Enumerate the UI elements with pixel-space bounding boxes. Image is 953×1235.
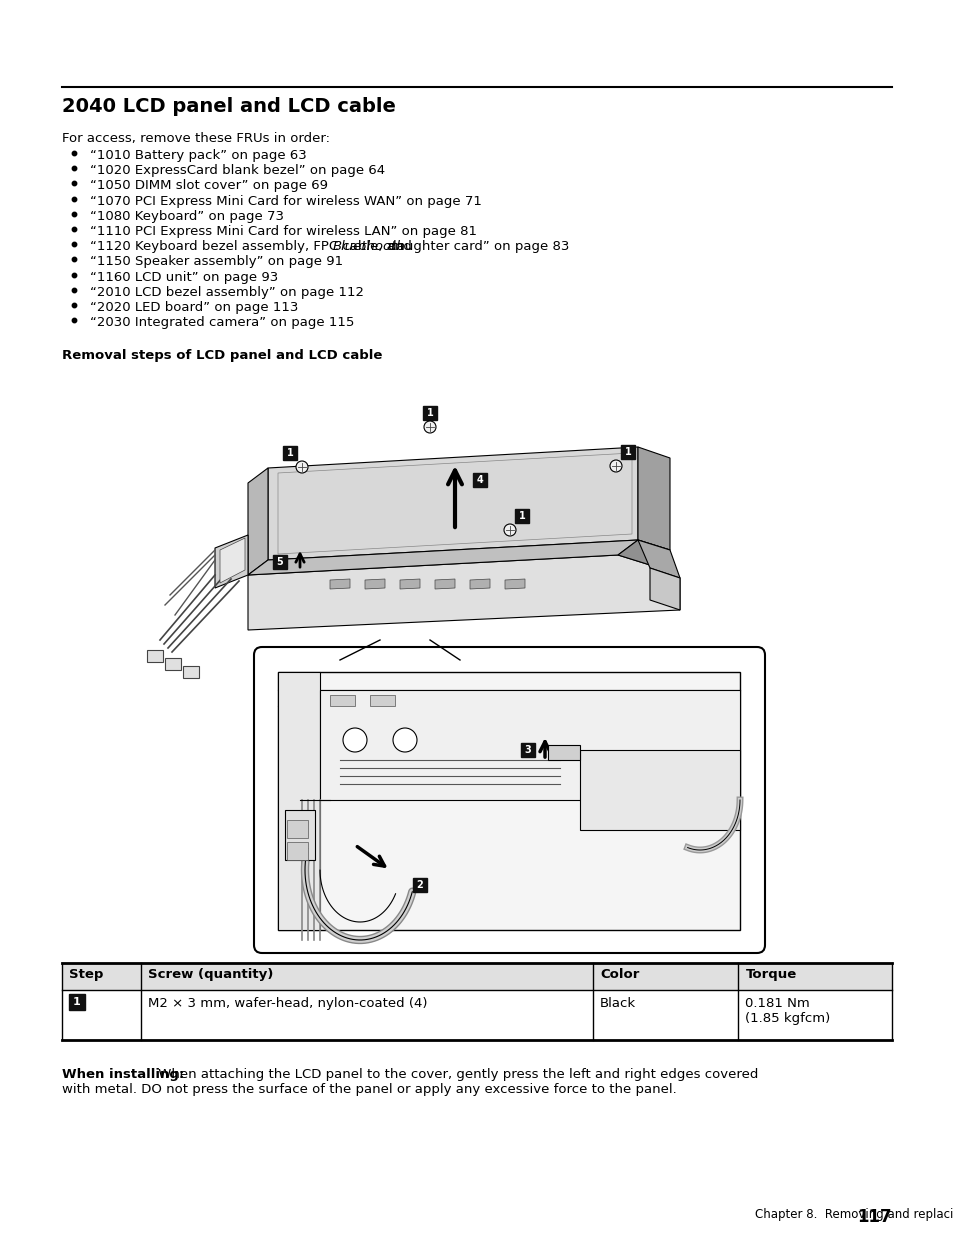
Text: 1: 1 [286,448,294,458]
Text: Torque: Torque [744,968,796,981]
Polygon shape [285,810,314,860]
Text: Black: Black [599,997,636,1010]
Polygon shape [370,695,395,706]
Polygon shape [470,579,490,589]
Text: 1: 1 [518,511,525,521]
Polygon shape [220,538,245,583]
Text: M2 × 3 mm, wafer-head, nylon-coated (4): M2 × 3 mm, wafer-head, nylon-coated (4) [148,997,427,1010]
Polygon shape [214,535,248,588]
Text: Screw (quantity): Screw (quantity) [148,968,273,981]
Text: Chapter 8.  Removing and replacing a FRU: Chapter 8. Removing and replacing a FRU [754,1208,953,1221]
Polygon shape [504,579,524,589]
Polygon shape [319,690,740,800]
Text: Bluethooth: Bluethooth [333,240,405,253]
Circle shape [503,524,516,536]
Text: “1020 ExpressCard blank bezel” on page 64: “1020 ExpressCard blank bezel” on page 6… [90,164,385,177]
Bar [515,509,529,522]
Polygon shape [248,555,679,630]
Polygon shape [330,695,355,706]
Polygon shape [268,447,638,559]
Text: “1150 Speaker assembly” on page 91: “1150 Speaker assembly” on page 91 [90,256,343,268]
Polygon shape [638,540,679,578]
Text: When attaching the LCD panel to the cover, gently press the left and right edges: When attaching the LCD panel to the cove… [153,1068,758,1081]
Text: 4: 4 [476,475,483,485]
Text: “1050 DIMM slot cover” on page 69: “1050 DIMM slot cover” on page 69 [90,179,328,193]
Text: with metal. DO not press the surface of the panel or apply any excessive force t: with metal. DO not press the surface of … [62,1083,676,1095]
Bar [62,963,891,990]
Polygon shape [248,468,268,576]
Polygon shape [649,568,679,610]
Polygon shape [365,579,385,589]
Circle shape [343,727,367,752]
Polygon shape [183,666,199,678]
Text: Color: Color [599,968,639,981]
Text: 1: 1 [73,997,81,1007]
Text: “1010 Battery pack” on page 63: “1010 Battery pack” on page 63 [90,149,307,162]
Bar [422,406,436,420]
Polygon shape [277,672,319,930]
Text: 117: 117 [857,1208,891,1226]
Text: Step: Step [69,968,103,981]
Polygon shape [287,820,308,839]
Circle shape [609,459,621,472]
Bar [473,473,486,487]
Text: 5: 5 [276,557,283,567]
Bar [413,878,427,892]
Text: “1110 PCI Express Mini Card for wireless LAN” on page 81: “1110 PCI Express Mini Card for wireless… [90,225,476,238]
Polygon shape [147,650,163,662]
Text: Removal steps of LCD panel and LCD cable: Removal steps of LCD panel and LCD cable [62,350,382,362]
Polygon shape [287,842,308,860]
Polygon shape [547,745,579,760]
Text: When installing:: When installing: [62,1068,184,1081]
Bar [283,446,296,459]
Text: “2030 Integrated camera” on page 115: “2030 Integrated camera” on page 115 [90,316,354,330]
Bar [273,555,287,569]
Text: daughter card” on page 83: daughter card” on page 83 [383,240,569,253]
Text: “1070 PCI Express Mini Card for wireless WAN” on page 71: “1070 PCI Express Mini Card for wireless… [90,195,481,207]
Text: (1.85 kgfcm): (1.85 kgfcm) [744,1011,830,1025]
Text: “1160 LCD unit” on page 93: “1160 LCD unit” on page 93 [90,270,278,284]
Text: For access, remove these FRUs in order:: For access, remove these FRUs in order: [62,132,330,144]
Polygon shape [435,579,455,589]
Text: 1: 1 [426,408,433,417]
Polygon shape [165,658,181,671]
Polygon shape [579,750,740,830]
Circle shape [423,421,436,433]
Text: “1080 Keyboard” on page 73: “1080 Keyboard” on page 73 [90,210,284,222]
Text: 2: 2 [416,881,423,890]
Text: “2010 LCD bezel assembly” on page 112: “2010 LCD bezel assembly” on page 112 [90,285,364,299]
Bar [620,445,635,459]
Polygon shape [638,447,669,550]
Text: 3: 3 [524,745,531,755]
Polygon shape [277,672,740,930]
Bar [69,994,85,1010]
Text: 2040 LCD panel and LCD cable: 2040 LCD panel and LCD cable [62,98,395,116]
Text: 0.181 Nm: 0.181 Nm [744,997,809,1010]
Polygon shape [399,579,419,589]
Circle shape [393,727,416,752]
Polygon shape [330,579,350,589]
Bar [520,743,535,757]
Text: “1120 Keyboard bezel assembly, FPC cable, and: “1120 Keyboard bezel assembly, FPC cable… [90,240,416,253]
Text: 1: 1 [624,447,631,457]
FancyBboxPatch shape [253,647,764,953]
Polygon shape [248,540,638,576]
Circle shape [295,461,308,473]
Polygon shape [618,540,669,564]
Text: “2020 LED board” on page 113: “2020 LED board” on page 113 [90,301,298,314]
